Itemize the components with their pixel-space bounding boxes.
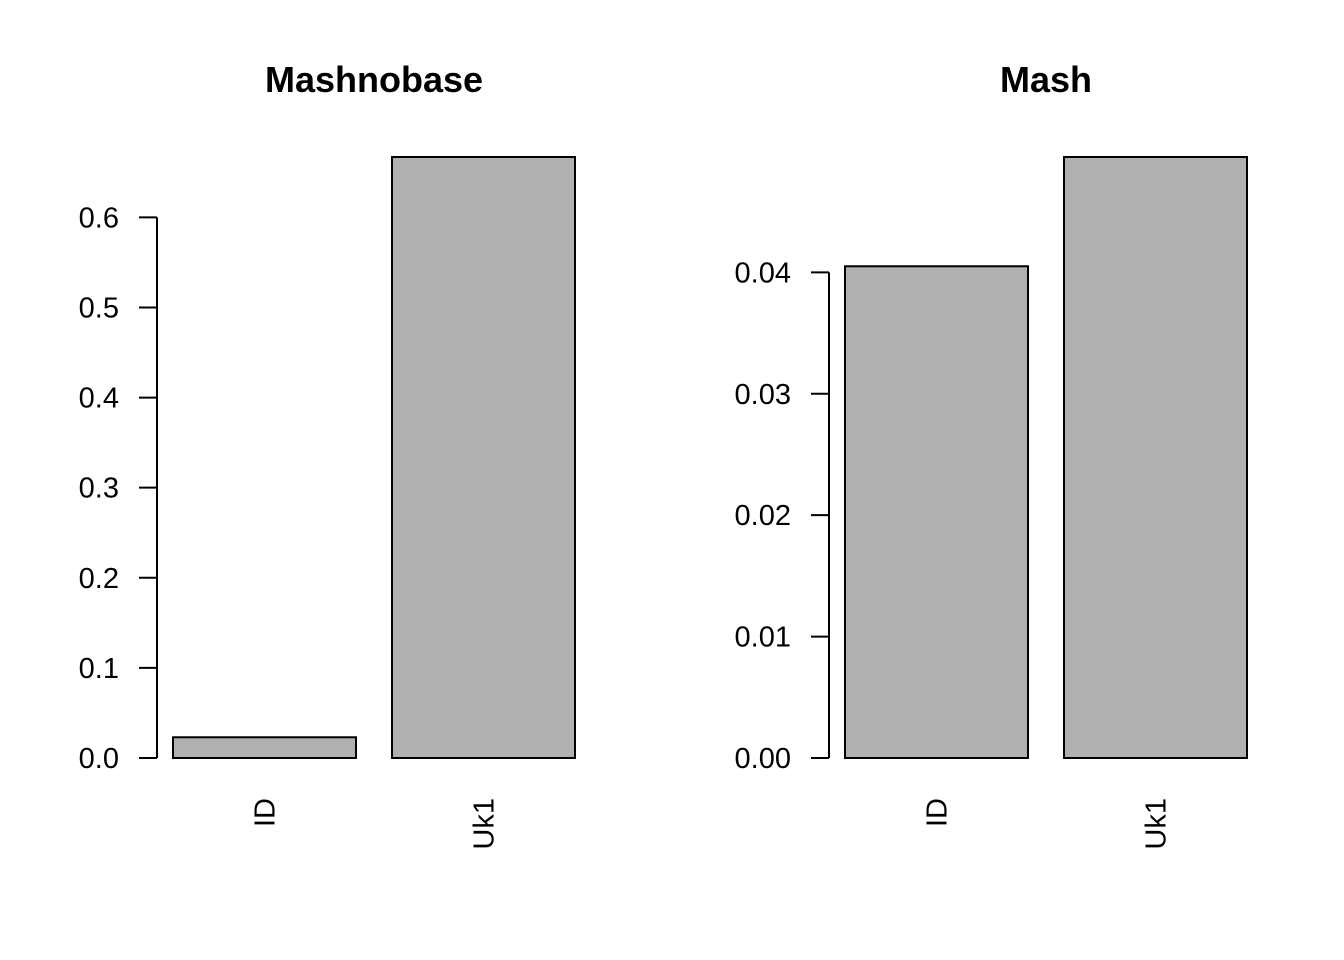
y-tick-label: 0.0 bbox=[79, 743, 119, 775]
y-tick-label: 0.00 bbox=[735, 743, 791, 775]
y-tick-label: 0.6 bbox=[79, 202, 119, 234]
bar-uk1 bbox=[391, 156, 576, 759]
y-tick-label: 0.02 bbox=[735, 500, 791, 532]
y-tick-label: 0.04 bbox=[735, 257, 791, 289]
bar-id bbox=[844, 265, 1029, 759]
y-tick-label: 0.01 bbox=[735, 622, 791, 654]
y-tick-label: 0.3 bbox=[79, 473, 119, 505]
y-tick-label: 0.5 bbox=[79, 292, 119, 324]
bar-id bbox=[172, 736, 357, 760]
chart-title: Mash bbox=[1000, 59, 1092, 100]
x-category-label: Uk1 bbox=[1141, 798, 1173, 850]
x-category-label: ID bbox=[922, 798, 954, 827]
panel-mash: Mash 0.00 0.01 0.02 0.03 0.04 ID Uk1 bbox=[735, 59, 1248, 850]
y-tick-label: 0.1 bbox=[79, 653, 119, 685]
x-category-label: Uk1 bbox=[469, 798, 501, 850]
y-tick-label: 0.2 bbox=[79, 563, 119, 595]
y-tick-label: 0.03 bbox=[735, 379, 791, 411]
bar-uk1 bbox=[1063, 156, 1248, 759]
x-category-label: ID bbox=[250, 798, 282, 827]
y-tick-label: 0.4 bbox=[79, 383, 119, 415]
chart-title: Mashnobase bbox=[265, 59, 483, 100]
panel-mashnobase: Mashnobase 0.0 0.1 0.2 0.3 0.4 0.5 0.6 ID Uk1 bbox=[79, 59, 576, 850]
